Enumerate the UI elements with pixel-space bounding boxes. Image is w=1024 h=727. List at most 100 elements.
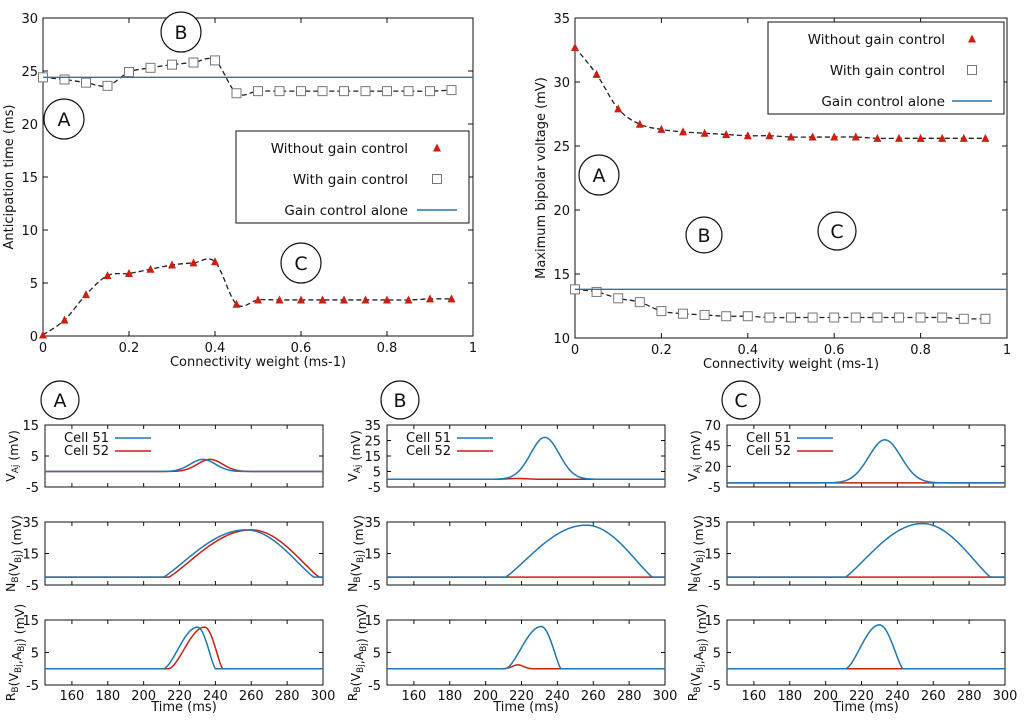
left-chart-legend-square-marker xyxy=(432,174,442,184)
left-chart-without-gain-point xyxy=(232,299,241,308)
panel-a-cell-51-trace xyxy=(45,626,323,670)
left-chart-with-gain-point xyxy=(274,86,285,97)
right-chart-xtick-label: 0.6 xyxy=(824,343,845,358)
right-chart-with-gain-point xyxy=(937,312,948,323)
panel-b-xtick-label: 200 xyxy=(473,689,498,704)
right-chart-with-gain-point xyxy=(634,297,645,308)
panel-b-ytick-label: -5 xyxy=(368,579,381,594)
left-chart-without-gain-point xyxy=(146,264,155,273)
left-chart-xtick-label: 0.4 xyxy=(205,341,226,356)
panel-c-xtick-label: 260 xyxy=(921,689,946,704)
right-chart-with-gain-point xyxy=(656,306,667,317)
panel-a-ylabel: VAj (mV) xyxy=(3,430,21,482)
panel-a-ytick-label: 35 xyxy=(22,516,39,531)
left-chart-xtick-label: 1 xyxy=(469,341,477,356)
left-chart-without-gain-point xyxy=(39,330,47,339)
left-chart-with-gain-point xyxy=(167,59,177,70)
right-chart-ytick-label: 35 xyxy=(553,12,570,27)
panel-a-ylabel: NB(VBj) (mV) xyxy=(3,515,24,592)
panel-b-xtick-label: 180 xyxy=(437,689,462,704)
right-chart-without-gain-point xyxy=(722,129,731,138)
panel-a-cell-52-trace xyxy=(45,626,323,670)
right-chart-with-gain-point xyxy=(894,312,904,323)
panel-a-row-frame xyxy=(44,521,324,586)
right-chart-without-gain-point xyxy=(700,128,709,137)
panel-a-ytick-label: -5 xyxy=(26,679,39,694)
panel-a-ytick-label: 15 xyxy=(22,419,39,434)
panel-a-legend-label: Cell 51 xyxy=(64,431,109,446)
right-chart-with-gain-point xyxy=(807,312,818,323)
panel-b-ytick-label: 5 xyxy=(373,466,381,481)
panel-a-legend-label: Cell 52 xyxy=(64,444,109,459)
right-chart-with-gain-point xyxy=(850,312,861,323)
left-chart-with-gain-point xyxy=(81,77,91,88)
left-chart-xtick-label: 0.6 xyxy=(291,341,312,356)
left-chart-letter-b-text: B xyxy=(174,22,187,44)
panel-c-xlabel: Time (ms) xyxy=(832,700,899,715)
right-chart-without-gain-point xyxy=(787,132,795,141)
left-chart-with-gain-point xyxy=(296,86,306,97)
panel-a-xtick-label: 160 xyxy=(59,689,84,704)
left-chart-xtick-label: 0.2 xyxy=(119,341,140,356)
right-chart-legend-box xyxy=(767,21,1005,115)
left-chart-without-curve xyxy=(42,258,452,336)
left-chart-with-gain-point xyxy=(188,57,199,68)
right-chart-legend-square-marker xyxy=(967,65,977,75)
panel-a-xtick-label: 280 xyxy=(275,689,300,704)
right-chart-ytick-label: 15 xyxy=(553,268,570,283)
left-chart-with-gain-point xyxy=(253,86,263,97)
panel-c-xtick-label: 180 xyxy=(777,689,802,704)
right-chart-legend-triangle-marker xyxy=(968,34,976,43)
left-chart-letter-b-circle xyxy=(160,11,202,53)
panel-a-ytick-label: -5 xyxy=(26,579,39,594)
panel-c-cell-51-trace xyxy=(727,624,1005,670)
panel-a-ytick-label: -5 xyxy=(26,481,39,496)
left-chart-legend-triangle-marker xyxy=(433,143,441,152)
panel-c-ytick-label: 70 xyxy=(704,419,721,434)
left-chart-without-gain-point xyxy=(426,294,434,303)
panel-b-ylabel: NB(VBj) (mV) xyxy=(345,515,366,592)
left-chart-with-gain-point xyxy=(382,86,392,97)
panel-a-cell-52-trace xyxy=(45,529,323,578)
right-chart-with-gain-point xyxy=(613,293,624,304)
panel-a-ylabel: RB(VBj,ABj) (mV) xyxy=(3,604,27,702)
right-chart-xlabel: Connectivity weight (ms-1) xyxy=(703,357,879,372)
left-chart-ylabel: Anticipation time (ms) xyxy=(2,105,17,250)
right-chart-without-gain-point xyxy=(938,133,947,142)
left-chart-letter-a-text: A xyxy=(58,109,71,131)
right-chart-without-gain-point xyxy=(808,132,817,141)
right-chart-letter-b-text: B xyxy=(697,225,710,247)
right-chart-xtick-label: 1 xyxy=(1003,343,1011,358)
right-chart-xtick-label: 0 xyxy=(571,343,579,358)
left-chart-with-gain-point xyxy=(425,86,435,97)
panel-c-xtick-label: 280 xyxy=(957,689,982,704)
right-chart-ytick-label: 25 xyxy=(553,140,570,155)
right-chart-with-gain-point xyxy=(699,309,710,320)
panel-c-cell-51-trace xyxy=(727,522,1005,578)
left-chart-without-gain-point xyxy=(254,295,262,304)
right-chart-letter-a-circle xyxy=(578,154,620,196)
panel-b-cell-51-trace xyxy=(387,436,666,481)
panel-b-ytick-label: 35 xyxy=(364,516,381,531)
panel-c-xtick-label: 300 xyxy=(993,689,1018,704)
right-chart-without-curve xyxy=(574,47,986,140)
right-chart-without-gain-point xyxy=(571,42,579,51)
panel-a-cell-51-trace xyxy=(45,458,323,473)
right-chart-letter-b-circle xyxy=(685,216,723,254)
panel-b-ytick-label: 15 xyxy=(364,450,381,465)
panel-b-cell-51-trace xyxy=(387,625,665,670)
panel-a-letter-circle xyxy=(40,380,80,420)
right-chart-with-gain-point xyxy=(721,311,732,322)
left-chart-without-gain-point xyxy=(383,295,391,304)
left-chart-without-gain-point xyxy=(340,295,348,304)
panel-b-ytick-label: 15 xyxy=(364,614,381,629)
panel-c-ytick-label: 15 xyxy=(704,614,721,629)
left-chart-xtick-label: 0.8 xyxy=(377,341,398,356)
panel-a-xtick-label: 180 xyxy=(95,689,120,704)
right-chart-without-gain-point xyxy=(592,69,601,78)
left-chart-ytick-label: 25 xyxy=(21,65,38,80)
